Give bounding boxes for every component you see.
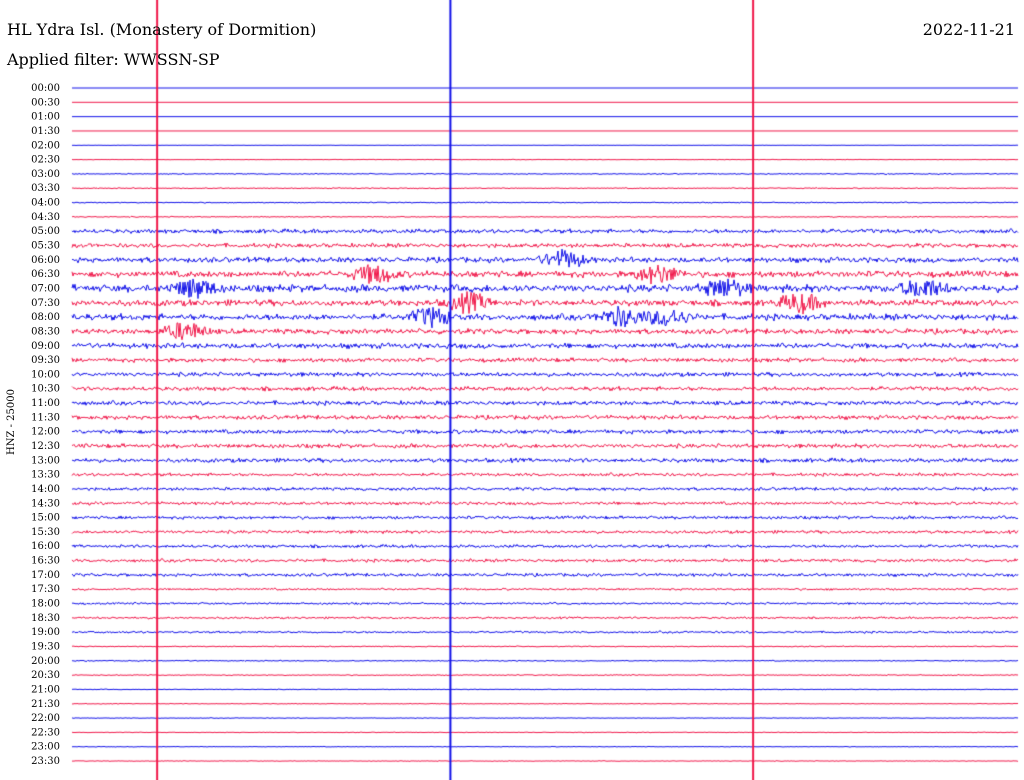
date-label: 2022-11-21 — [922, 20, 1015, 39]
station-title: HL Ydra Isl. (Monastery of Dormition) — [7, 20, 317, 39]
filter-label: Applied filter: WWSSN-SP — [7, 50, 220, 69]
